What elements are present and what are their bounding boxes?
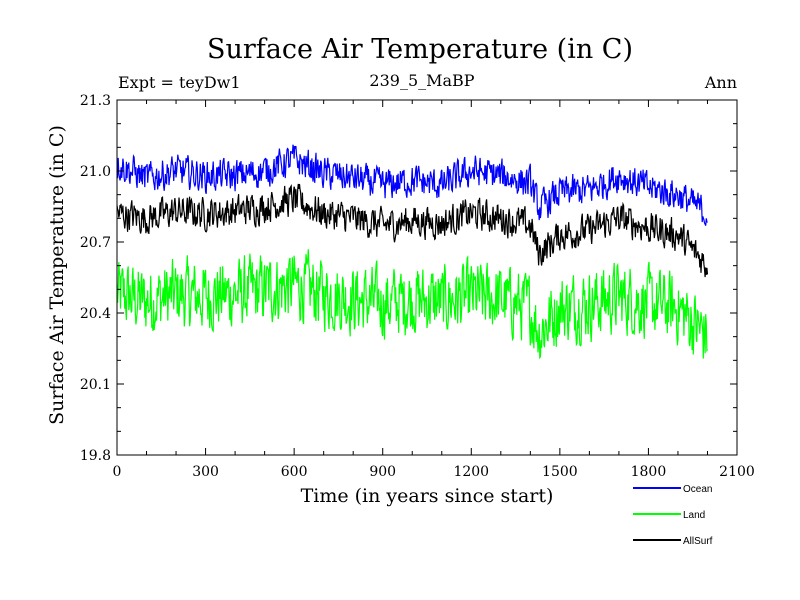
x-tick-label: 2100: [719, 464, 755, 480]
x-tick-label: 300: [192, 464, 219, 480]
y-tick-label: 20.4: [80, 306, 111, 322]
legend-label-land: Land: [683, 510, 705, 521]
season-label: Ann: [704, 73, 737, 92]
y-axis-label: Surface Air Temperature (in C): [46, 125, 68, 425]
x-axis-label: Time (in years since start): [301, 485, 554, 507]
series-layer: [116, 144, 709, 360]
series-line-allsurf: [116, 183, 709, 278]
period-label: 239_5_MaBP: [369, 71, 474, 90]
x-tick-label: 0: [113, 464, 122, 480]
legend-label-ocean: Ocean: [683, 484, 712, 495]
y-tick-label: 21.0: [80, 164, 111, 180]
legend-label-allsurf: AllSurf: [683, 536, 713, 547]
series-line-ocean: [116, 144, 708, 226]
x-tick-label: 1500: [542, 464, 578, 480]
experiment-label: Expt = teyDw1: [118, 73, 241, 92]
plot-frame: [116, 99, 738, 456]
y-tick-label: 20.1: [80, 377, 111, 393]
y-tick-label: 20.7: [80, 235, 111, 251]
y-tick-label: 19.8: [80, 448, 111, 464]
legend: Ocean Land AllSurf: [633, 484, 713, 547]
x-tick-label: 600: [281, 464, 308, 480]
x-tick-label: 1200: [453, 464, 489, 480]
chart-title: Surface Air Temperature (in C): [207, 34, 633, 65]
x-tick-label: 900: [369, 464, 396, 480]
y-tick-label: 21.3: [80, 93, 111, 109]
x-tick-label: 1800: [631, 464, 667, 480]
axes-layer: 0 300 600 900 1200 1500 1800 2100 19.8 20.1 20.4 20…: [80, 93, 755, 480]
series-line-land: [116, 249, 708, 360]
